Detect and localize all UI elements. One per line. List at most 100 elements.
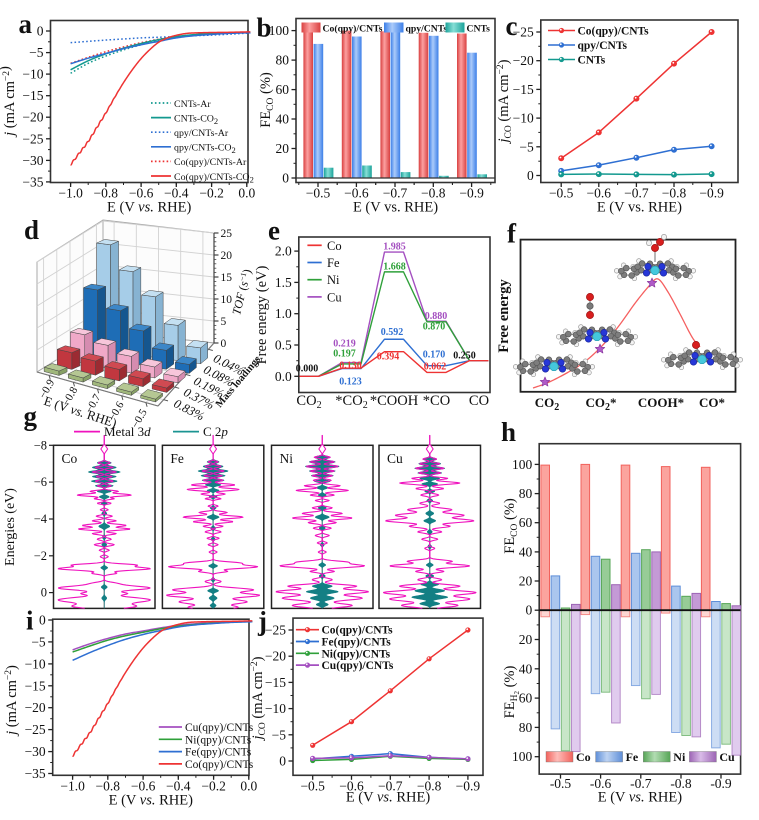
svg-text:Ni: Ni: [673, 750, 686, 764]
svg-text:0.197: 0.197: [333, 349, 356, 360]
svg-text:Co: Co: [327, 239, 342, 253]
svg-text:-0.9: -0.9: [710, 776, 732, 791]
svg-text:−10: −10: [25, 656, 46, 671]
svg-text:j: j: [257, 606, 267, 636]
svg-text:Co(qpy)/CNTs: Co(qpy)/CNTs: [322, 625, 394, 637]
svg-text:f: f: [507, 219, 517, 249]
svg-text:0: 0: [525, 603, 532, 618]
svg-text:0: 0: [221, 338, 227, 350]
svg-text:−20: −20: [25, 700, 46, 715]
svg-text:j (mA cm−2): j (mA cm−2): [4, 665, 20, 737]
svg-text:0.250: 0.250: [453, 351, 476, 362]
svg-text:Cu: Cu: [327, 290, 342, 304]
svg-text:E (V vs. RHE): E (V vs. RHE): [598, 790, 683, 806]
svg-text:0.000: 0.000: [296, 364, 319, 375]
svg-text:−0.9: −0.9: [456, 778, 481, 793]
svg-text:15: 15: [221, 272, 233, 284]
svg-text:−5: −5: [29, 45, 44, 60]
svg-text:100: 100: [512, 749, 533, 764]
svg-text:C 2p: C 2p: [203, 424, 228, 439]
svg-text:−15: −15: [22, 88, 43, 103]
svg-text:Co(qpy)/CNTs-CO2: Co(qpy)/CNTs-CO2: [174, 172, 254, 185]
svg-text:−10: −10: [22, 67, 43, 82]
svg-text:h: h: [501, 417, 516, 447]
svg-text:80: 80: [519, 486, 533, 501]
svg-text:−15: −15: [25, 678, 46, 693]
svg-text:−5: −5: [519, 139, 534, 154]
svg-text:Co(qpy)/CNTs-Ar: Co(qpy)/CNTs-Ar: [174, 157, 247, 168]
svg-text:TOF (s−1): TOF (s−1): [229, 268, 254, 317]
svg-text:−0.8: −0.8: [417, 778, 442, 793]
svg-text:Fe(qpy)/CNTs: Fe(qpy)/CNTs: [185, 747, 252, 759]
svg-text:−0.5: −0.5: [300, 778, 325, 793]
svg-text:*COOH: *COOH: [370, 393, 419, 409]
svg-text:0.123: 0.123: [339, 376, 362, 387]
svg-text:0: 0: [527, 168, 534, 183]
svg-text:40: 40: [276, 112, 290, 127]
svg-text:qpy/CNTs: qpy/CNTs: [578, 40, 628, 52]
svg-text:COOH*: COOH*: [638, 395, 684, 410]
svg-text:0.130: 0.130: [339, 360, 362, 371]
svg-text:20: 20: [276, 141, 290, 156]
svg-text:−30: −30: [22, 153, 43, 168]
svg-text:−15: −15: [513, 82, 534, 97]
svg-text:FECO (%): FECO (%): [258, 72, 276, 128]
svg-text:−8: −8: [34, 438, 47, 452]
svg-text:−0.4: −0.4: [166, 778, 191, 793]
svg-text:25: 25: [221, 228, 233, 240]
svg-text:−6: −6: [34, 475, 47, 489]
svg-text:2.0: 2.0: [275, 244, 292, 259]
svg-text:CO2*: CO2*: [586, 395, 617, 413]
svg-text:0.0: 0.0: [238, 186, 255, 201]
svg-text:−25: −25: [513, 25, 534, 40]
svg-text:0.062: 0.062: [424, 362, 447, 373]
svg-text:Energies (eV): Energies (eV): [3, 488, 18, 566]
svg-text:−0.6: −0.6: [339, 778, 364, 793]
svg-text:Ni: Ni: [280, 451, 294, 466]
svg-text:−0.9: −0.9: [459, 186, 484, 201]
svg-text:−0.6: −0.6: [131, 778, 156, 793]
svg-text:CO2: CO2: [296, 393, 321, 411]
svg-text:−1.0: −1.0: [60, 778, 85, 793]
svg-text:40: 40: [519, 544, 533, 559]
svg-text:Cu(qpy)/CNTs: Cu(qpy)/CNTs: [322, 660, 394, 672]
svg-text:jCO (mA cm−2): jCO (mA cm−2): [250, 656, 268, 741]
svg-text:CNTs-Ar: CNTs-Ar: [174, 99, 211, 110]
svg-text:−0.9: −0.9: [699, 186, 724, 201]
svg-text:−25: −25: [22, 131, 43, 146]
svg-text:qpy/CNTs-CO2: qpy/CNTs-CO2: [174, 143, 236, 156]
svg-text:Ni(qpy)/CNTs: Ni(qpy)/CNTs: [185, 734, 252, 746]
svg-text:−0.2: −0.2: [201, 778, 226, 793]
svg-text:0: 0: [41, 586, 47, 600]
svg-text:−20: −20: [513, 53, 534, 68]
svg-text:−0.8: −0.8: [662, 186, 687, 201]
svg-text:0.170: 0.170: [423, 350, 446, 361]
svg-text:−0.4: −0.4: [164, 186, 189, 201]
svg-text:a: a: [19, 9, 33, 39]
svg-text:5: 5: [221, 316, 227, 328]
svg-text:−0.8: −0.8: [421, 186, 446, 201]
svg-text:−10: −10: [265, 701, 286, 716]
svg-text:−35: −35: [25, 766, 46, 781]
svg-text:e: e: [268, 216, 280, 246]
svg-text:FEH2 (%): FEH2 (%): [502, 666, 521, 719]
svg-text:Cu: Cu: [387, 451, 403, 466]
svg-text:qpy/CNTs-Ar: qpy/CNTs-Ar: [174, 128, 229, 139]
svg-text:-0.8: -0.8: [670, 776, 692, 791]
svg-text:−0.6: −0.6: [587, 186, 612, 201]
svg-text:−0.5: −0.5: [306, 186, 331, 201]
svg-text:Co(qpy)/CNTs: Co(qpy)/CNTs: [323, 23, 383, 34]
svg-text:−35: −35: [22, 174, 43, 189]
svg-text:Ni: Ni: [327, 273, 340, 287]
svg-text:j (mA cm−2): j (mA cm−2): [0, 66, 18, 138]
svg-text:−10: −10: [513, 111, 534, 126]
svg-text:Co: Co: [62, 451, 78, 466]
svg-text:g: g: [24, 401, 38, 431]
svg-text:E (V vs. RHE): E (V vs. RHE): [109, 793, 194, 809]
svg-text:0.880: 0.880: [425, 311, 448, 322]
svg-text:Ni(qpy)/CNTs: Ni(qpy)/CNTs: [322, 648, 391, 660]
svg-text:Metal 3d: Metal 3d: [104, 424, 151, 439]
svg-text:E (V vs. RHE): E (V vs. RHE): [107, 200, 192, 216]
svg-text:0.0: 0.0: [275, 369, 292, 384]
svg-text:−0.7: −0.7: [383, 186, 408, 201]
